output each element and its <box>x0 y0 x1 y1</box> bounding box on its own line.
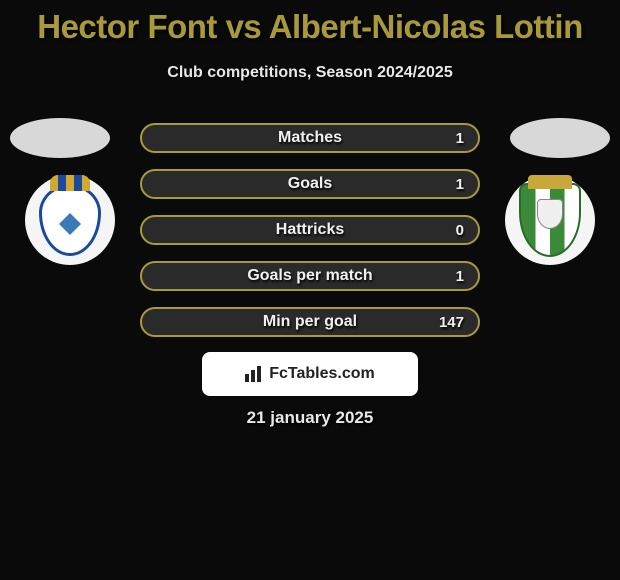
stat-label: Min per goal <box>263 313 357 331</box>
watermark-label: FcTables.com <box>269 365 375 383</box>
stat-row: Goals 1 <box>140 169 480 199</box>
chart-icon <box>245 366 265 382</box>
date-text: 21 january 2025 <box>247 408 374 428</box>
stat-value-right: 147 <box>439 314 464 331</box>
stats-container: Matches 1 Goals 1 Hattricks 0 Goals per … <box>140 123 480 353</box>
player-left-silhouette <box>10 118 110 158</box>
stat-row: Goals per match 1 <box>140 261 480 291</box>
stat-value-right: 1 <box>456 176 464 193</box>
club-crest-right-icon <box>519 183 581 257</box>
watermark-text: FcTables.com <box>245 365 375 383</box>
stat-row: Matches 1 <box>140 123 480 153</box>
stat-row: Min per goal 147 <box>140 307 480 337</box>
stat-label: Hattricks <box>276 221 344 239</box>
club-crest-left-icon <box>39 184 101 256</box>
stat-value-right: 1 <box>456 268 464 285</box>
stat-value-right: 1 <box>456 130 464 147</box>
stat-label: Goals <box>288 175 332 193</box>
page-title: Hector Font vs Albert-Nicolas Lottin <box>0 0 620 46</box>
watermark-box: FcTables.com <box>202 352 418 396</box>
stat-row: Hattricks 0 <box>140 215 480 245</box>
stat-label: Goals per match <box>247 267 372 285</box>
club-badge-left <box>25 175 115 265</box>
stat-label: Matches <box>278 129 342 147</box>
player-right-silhouette <box>510 118 610 158</box>
subtitle: Club competitions, Season 2024/2025 <box>0 64 620 82</box>
club-badge-right <box>505 175 595 265</box>
stat-value-right: 0 <box>456 222 464 239</box>
